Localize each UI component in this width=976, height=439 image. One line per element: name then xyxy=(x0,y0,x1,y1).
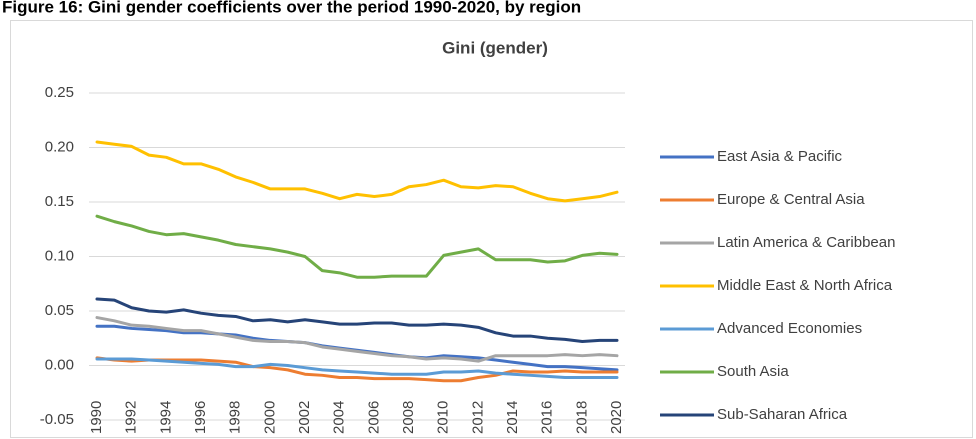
y-tick-label: 0.15 xyxy=(45,193,74,210)
x-tick-label: 2016 xyxy=(539,401,556,434)
x-tick-label: 2002 xyxy=(296,401,313,434)
x-tick-label: 2018 xyxy=(573,401,590,434)
y-tick-label: 0.25 xyxy=(45,84,74,101)
x-tick-label: 1994 xyxy=(157,401,174,434)
y-tick-label: 0.05 xyxy=(45,302,74,319)
series-line xyxy=(95,297,619,344)
y-tick-label: 0.00 xyxy=(45,356,74,373)
chart-border xyxy=(10,20,973,438)
legend-label: Middle East & North Africa xyxy=(717,277,893,294)
series-line xyxy=(95,214,619,279)
x-tick-label: 1992 xyxy=(123,401,140,434)
legend-label: Advanced Economies xyxy=(717,320,862,337)
legend-label: East Asia & Pacific xyxy=(717,148,843,165)
x-tick-label: 2010 xyxy=(435,401,452,434)
x-tick-label: 1990 xyxy=(88,401,105,434)
x-tick-label: 1998 xyxy=(227,401,244,434)
y-tick-label: 0.10 xyxy=(45,247,74,264)
series-line xyxy=(95,324,619,372)
x-tick-label: 2012 xyxy=(469,401,486,434)
x-tick-label: 2008 xyxy=(400,401,417,434)
x-tick-label: 2006 xyxy=(365,401,382,434)
x-tick-label: 2020 xyxy=(608,401,625,434)
legend-label: Latin America & Caribbean xyxy=(717,234,895,251)
y-tick-label: 0.20 xyxy=(45,138,74,155)
legend-label: Sub-Saharan Africa xyxy=(717,406,848,423)
x-tick-label: 2000 xyxy=(261,401,278,434)
x-tick-label: 2004 xyxy=(331,401,348,434)
series-line xyxy=(95,356,619,383)
series-line xyxy=(95,140,619,203)
figure-caption: Figure 16: Gini gender coefficients over… xyxy=(2,0,581,16)
chart-title: Gini (gender) xyxy=(442,38,548,57)
legend-label: South Asia xyxy=(717,363,789,380)
series-line xyxy=(95,316,619,363)
legend-label: Europe & Central Asia xyxy=(717,191,865,208)
y-tick-label: -0.05 xyxy=(40,411,74,428)
x-tick-label: 1996 xyxy=(192,401,209,434)
x-tick-label: 2014 xyxy=(504,401,521,434)
series-line xyxy=(95,357,619,379)
